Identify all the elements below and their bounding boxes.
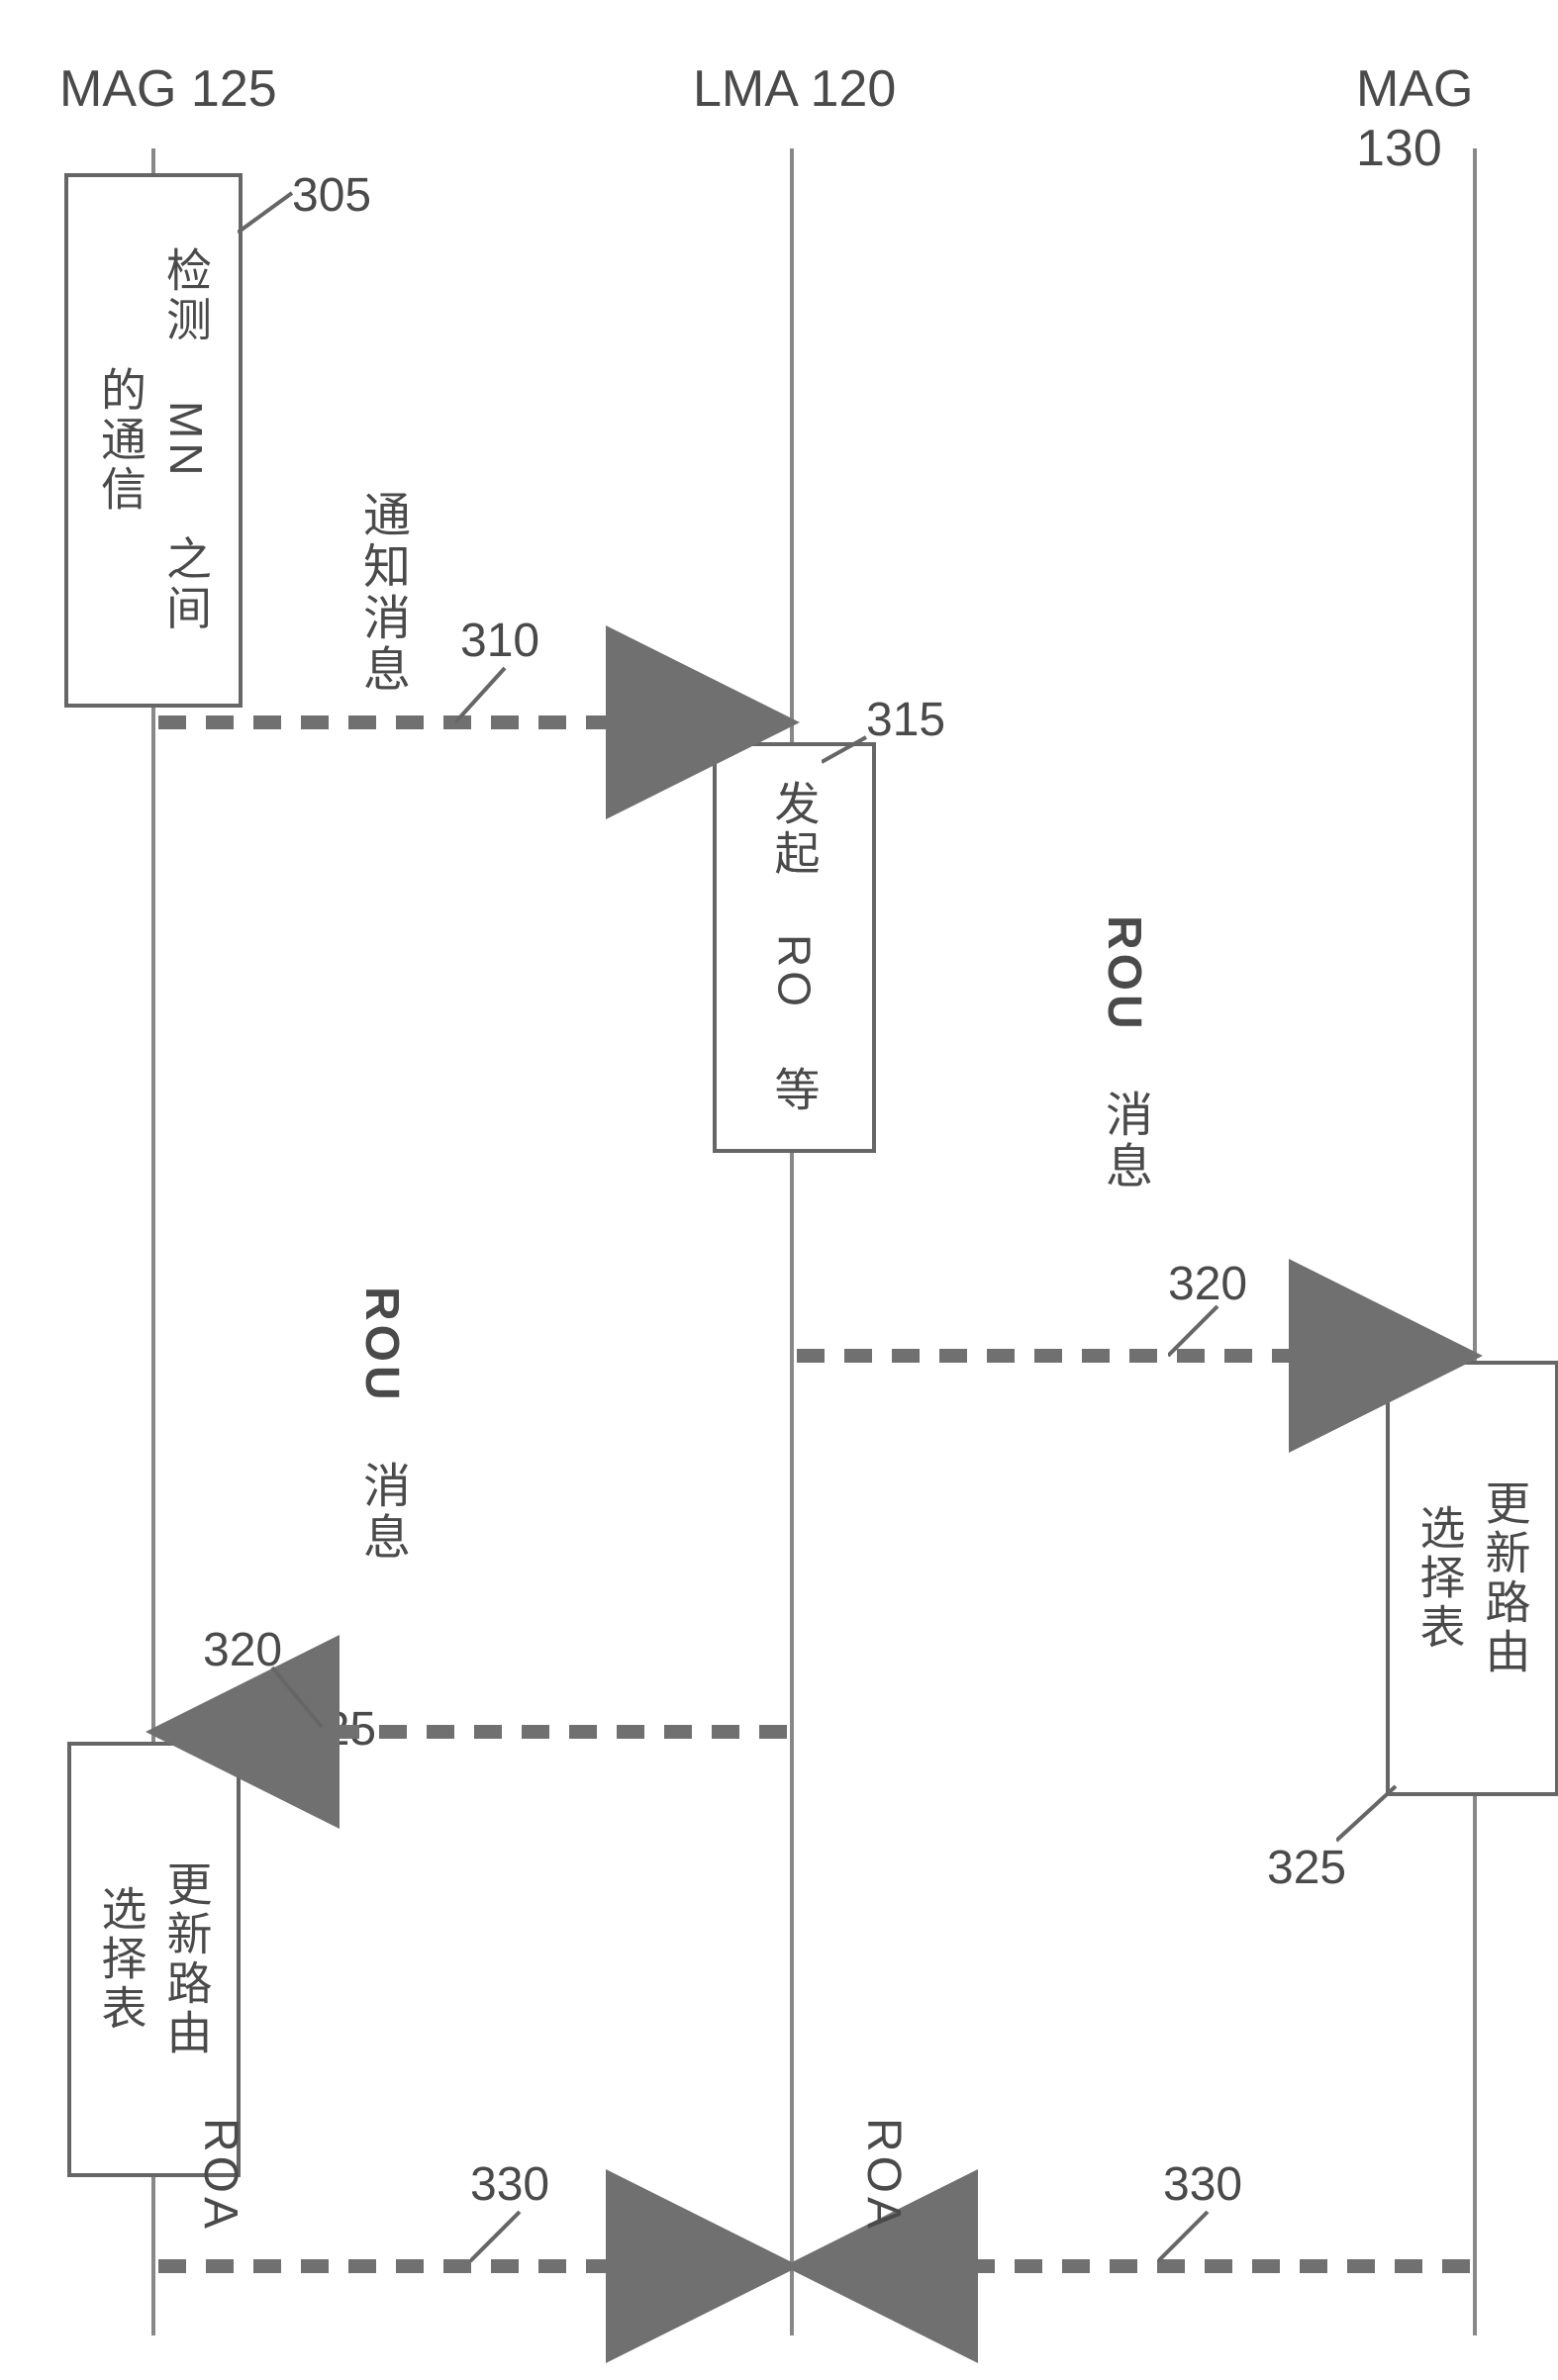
roa-right-label: ROA [856, 2118, 911, 2233]
leader-330-right [1158, 2207, 1217, 2271]
leader-320-left [267, 1663, 337, 1737]
leader-320-right [1168, 1301, 1237, 1361]
ref-330-left: 330 [470, 2157, 549, 2212]
roa-left-label: ROA [193, 2118, 247, 2233]
leader-310 [455, 663, 515, 732]
ref-310: 310 [460, 614, 539, 668]
leader-330-left [470, 2207, 530, 2271]
rou-left-label: ROU 消息 [346, 1286, 470, 1564]
messages-svg [0, 0, 1558, 2380]
ref-330-right: 330 [1163, 2157, 1242, 2212]
rou-right-label: ROU 消息 [1089, 915, 1213, 1192]
